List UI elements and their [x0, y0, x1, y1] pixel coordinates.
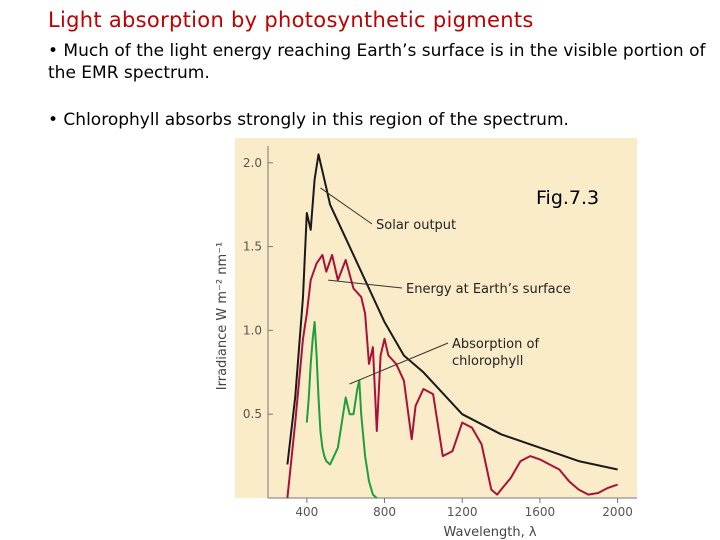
annotation-label: Absorption of — [452, 337, 539, 352]
bullet-chlorophyll-absorption: • Chlorophyll absorbs strongly in this r… — [48, 110, 569, 130]
x-tick-label: 1600 — [525, 505, 556, 519]
chlorophyll-series-line — [305, 321, 378, 499]
annotation-label: Solar output — [376, 218, 456, 233]
annotation-leader-line — [349, 342, 449, 385]
bullet-visible-spectrum: • Much of the light energy reaching Eart… — [48, 41, 706, 83]
annotation-leader-line — [320, 187, 373, 225]
irradiance-chart: 0.5 1.0 1.5 2.0 400 800 1200 1600 2000 Solar ou… — [215, 138, 637, 540]
y-tick-label: 1.5 — [243, 240, 262, 254]
earth-series-line — [286, 254, 618, 499]
annotation-leader-line — [328, 279, 403, 289]
annotation-group: Solar output Energy at Earth’s surface Abs… — [320, 187, 571, 385]
slide-title: Light absorption by photosynthetic pigme… — [48, 8, 534, 32]
annotation-label: Energy at Earth’s surface — [406, 282, 571, 297]
x-tick-label: 2000 — [602, 505, 633, 519]
solar-series-line — [286, 153, 618, 471]
x-tick-label: 1200 — [447, 505, 478, 519]
series-group — [286, 153, 618, 499]
x-tick-label: 400 — [295, 505, 318, 519]
y-axis-label: Irradiance W m⁻² nm⁻¹ — [215, 242, 230, 390]
x-axis-label: Wavelength, λ — [443, 525, 536, 540]
x-tick-label: 800 — [373, 505, 396, 519]
y-tick-label: 0.5 — [243, 407, 262, 421]
annotation-label: chlorophyll — [452, 354, 523, 369]
figure-label: Fig.7.3 — [536, 187, 600, 209]
y-tick-label: 2.0 — [243, 156, 262, 170]
x-tick-group: 400 800 1200 1600 2000 — [295, 498, 633, 519]
y-tick-group: 0.5 1.0 1.5 2.0 — [243, 156, 273, 421]
y-tick-label: 1.0 — [243, 323, 262, 337]
